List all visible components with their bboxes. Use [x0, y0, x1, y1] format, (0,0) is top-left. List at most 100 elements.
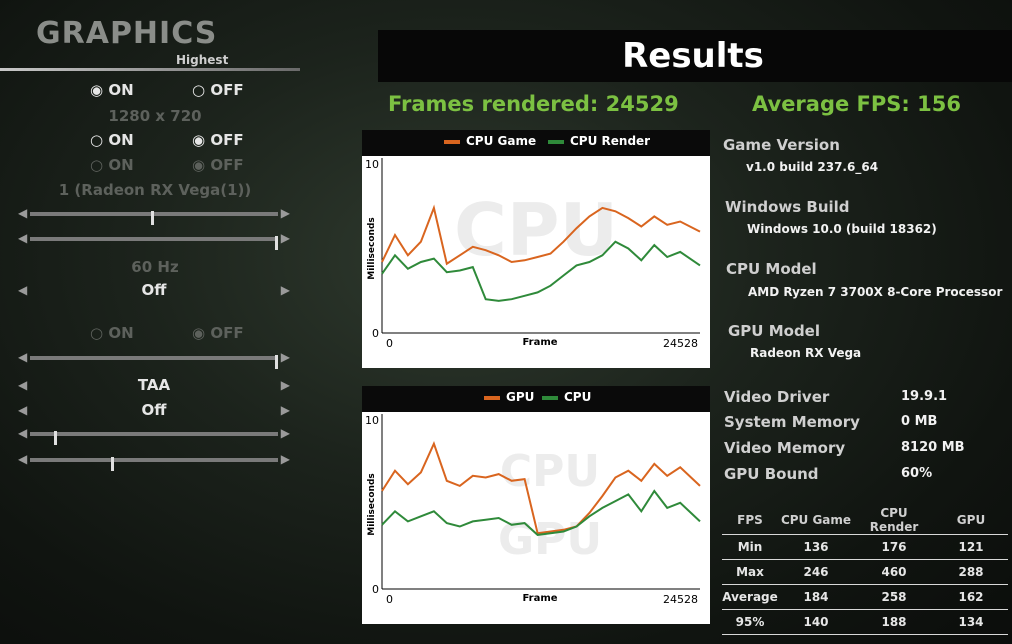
windows-build-label: Windows Build — [725, 198, 850, 216]
left-arrow-icon[interactable]: ◀ — [18, 452, 28, 466]
radio-group-2: ○ ON ◉ OFF — [0, 131, 300, 149]
slider-knob[interactable] — [150, 211, 154, 225]
chart-legend-bar: GPU CPU — [362, 386, 710, 412]
right-arrow-icon[interactable]: ▶ — [280, 426, 290, 440]
radio-group-1: ◉ ON ○ OFF — [0, 81, 300, 99]
table-row: 95% 140 188 134 — [722, 609, 1008, 635]
gpu-model-label: GPU Model — [728, 322, 820, 340]
legend-cpu: CPU — [542, 390, 591, 404]
radio-selected-icon: ◉ — [192, 156, 206, 174]
title-divider — [0, 68, 300, 71]
y-tick-label: 10 — [365, 158, 379, 171]
radio-off[interactable]: ○ OFF — [192, 81, 244, 99]
game-version-value: v1.0 build 237.6_64 — [746, 160, 879, 174]
table-cell: 140 — [778, 609, 854, 635]
radio-on-disabled: ○ ON — [90, 324, 134, 342]
right-arrow-icon[interactable]: ▶ — [280, 206, 290, 220]
slider-track[interactable] — [30, 211, 278, 225]
frames-rendered: Frames rendered: 24529 — [388, 92, 679, 116]
left-arrow-icon[interactable]: ◀ — [18, 231, 28, 245]
x-tick-label: 0 — [386, 337, 393, 350]
cpu-model-label: CPU Model — [726, 260, 817, 278]
radio-selected-icon: ◉ — [192, 324, 206, 342]
vsync-value: Off — [141, 281, 167, 299]
table-row-label: 95% — [722, 609, 778, 635]
table-header-cell: GPU — [934, 506, 1008, 535]
x-tick-label: 24528 — [663, 337, 698, 350]
gpu-bound-label: GPU Bound — [724, 465, 819, 483]
slider-knob[interactable] — [274, 236, 278, 250]
slider-track[interactable] — [30, 355, 278, 369]
left-arrow-icon[interactable]: ◀ — [18, 426, 28, 440]
radio-off-selected[interactable]: ◉ OFF — [192, 131, 244, 149]
vsync-selector[interactable]: ◀ Off ▶ — [18, 281, 290, 301]
slider-2[interactable]: ◀ ▶ — [18, 231, 290, 250]
right-arrow-icon[interactable]: ▶ — [280, 231, 290, 245]
left-arrow-icon[interactable]: ◀ — [18, 378, 28, 392]
cpu-chart: CPU 10 0 0 24528 Frame Milliseconds CPU Game … — [362, 130, 710, 368]
legend-swatch — [548, 139, 564, 144]
preset-value[interactable]: Highest — [176, 53, 229, 67]
x-axis-label: Frame — [522, 593, 557, 604]
table-row-label: Min — [722, 534, 778, 560]
antialiasing-selector[interactable]: ◀ TAA ▶ — [18, 376, 290, 396]
table-cell: 188 — [854, 609, 934, 635]
radio-off-disabled: ◉ OFF — [192, 324, 244, 342]
radio-empty-icon: ○ — [90, 131, 104, 149]
table-row-label: Max — [722, 559, 778, 585]
legend-swatch — [484, 395, 500, 400]
right-arrow-icon[interactable]: ▶ — [280, 403, 290, 417]
gpu-chart-plot: CPU GPU 10 00 24528 Frame Milliseconds — [365, 414, 701, 606]
legend-gpu: GPU — [484, 390, 534, 404]
chart-watermark-cpu: CPU — [500, 446, 600, 497]
left-arrow-icon[interactable]: ◀ — [18, 283, 28, 297]
slider-knob[interactable] — [53, 431, 57, 445]
slider-track[interactable] — [30, 457, 278, 471]
radio-on[interactable]: ○ ON — [90, 131, 134, 149]
slider-3[interactable]: ◀ ▶ — [18, 350, 290, 369]
y-tick-label: 0 — [372, 327, 379, 340]
radio-selected-icon: ◉ — [90, 81, 104, 99]
slider-1[interactable]: ◀ ▶ — [18, 206, 290, 225]
slider-4[interactable]: ◀ ▶ — [18, 426, 290, 445]
table-cell: 258 — [854, 584, 934, 610]
right-arrow-icon[interactable]: ▶ — [280, 452, 290, 466]
fps-table: FPS CPU Game CPU Render GPU Min 136 176 … — [722, 506, 1008, 635]
video-memory-label: Video Memory — [724, 439, 846, 457]
right-arrow-icon[interactable]: ▶ — [280, 378, 290, 392]
slider-knob[interactable] — [274, 355, 278, 369]
left-arrow-icon[interactable]: ◀ — [18, 403, 28, 417]
series-line-gpu — [381, 441, 701, 535]
table-row: Min 136 176 121 — [722, 534, 1008, 560]
table-cell: 460 — [854, 559, 934, 585]
table-header-row: FPS CPU Game CPU Render GPU — [722, 506, 1008, 535]
gpu-model-value: Radeon RX Vega — [750, 346, 862, 360]
windows-build-value: Windows 10.0 (build 18362) — [747, 222, 937, 236]
refresh-rate-value: 60 Hz — [131, 258, 179, 276]
table-cell: 176 — [854, 534, 934, 560]
chart-legend-bar: CPU Game CPU Render — [362, 130, 710, 156]
slider-track[interactable] — [30, 236, 278, 250]
left-arrow-icon[interactable]: ◀ — [18, 350, 28, 364]
right-arrow-icon[interactable]: ▶ — [280, 283, 290, 297]
table-header-cell: CPU Game — [778, 506, 854, 535]
table-cell: 162 — [934, 584, 1008, 610]
y-tick-label: 10 — [365, 414, 379, 427]
table-header-cell: CPU Render — [854, 506, 934, 535]
radio-group-4: ○ ON ◉ OFF — [0, 324, 300, 342]
system-memory-label: System Memory — [724, 413, 860, 431]
radio-selected-icon: ◉ — [192, 131, 206, 149]
y-axis-label: Milliseconds — [367, 217, 377, 279]
slider-knob[interactable] — [110, 457, 114, 471]
radio-empty-icon: ○ — [90, 324, 104, 342]
right-arrow-icon[interactable]: ▶ — [280, 350, 290, 364]
video-memory-value: 8120 MB — [901, 440, 965, 455]
option-selector[interactable]: ◀ Off ▶ — [18, 401, 290, 421]
slider-5[interactable]: ◀ ▶ — [18, 452, 290, 471]
radio-group-3: ○ ON ◉ OFF — [0, 156, 300, 174]
radio-on-selected[interactable]: ◉ ON — [90, 81, 134, 99]
cpu-model-value: AMD Ryzen 7 3700X 8-Core Processor — [748, 285, 1003, 299]
table-cell: 288 — [934, 559, 1008, 585]
left-arrow-icon[interactable]: ◀ — [18, 206, 28, 220]
slider-track[interactable] — [30, 431, 278, 445]
